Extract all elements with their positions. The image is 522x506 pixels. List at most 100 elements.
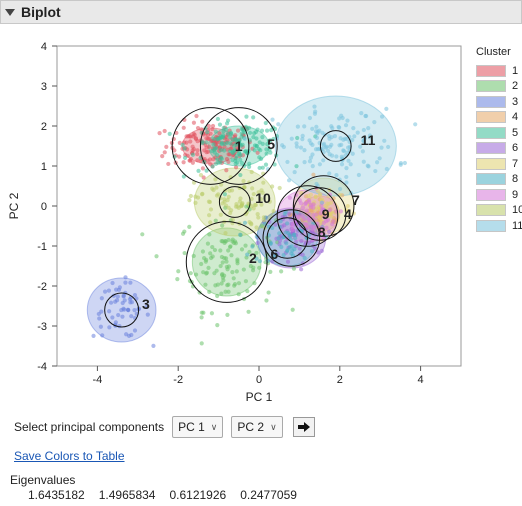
- pc-x-select[interactable]: PC 1 ∨: [172, 416, 224, 438]
- data-point: [186, 134, 191, 139]
- data-point: [232, 239, 238, 244]
- x-tick-label: 0: [256, 374, 262, 386]
- pc-y-select[interactable]: PC 2 ∨: [231, 416, 283, 438]
- data-point: [247, 130, 253, 135]
- data-point: [306, 240, 312, 245]
- data-point: [214, 185, 219, 190]
- data-point: [310, 152, 315, 157]
- data-point: [226, 289, 231, 294]
- data-point: [257, 265, 262, 270]
- data-point: [321, 141, 327, 146]
- data-point: [242, 185, 247, 190]
- data-point: [309, 249, 315, 254]
- data-point: [279, 269, 284, 274]
- eigenvalue-3: 0.6121926: [169, 488, 227, 502]
- eigenvalues-title: Eigenvalues: [10, 473, 76, 487]
- data-point: [182, 250, 187, 256]
- data-point: [222, 148, 227, 153]
- disclosure-triangle-icon[interactable]: [5, 8, 15, 16]
- data-point: [350, 137, 355, 143]
- data-point: [339, 142, 344, 147]
- data-point: [322, 210, 327, 215]
- data-point: [286, 178, 292, 183]
- legend-label: 6: [512, 142, 519, 155]
- data-point: [222, 256, 227, 261]
- biplot-header[interactable]: Biplot: [0, 0, 522, 24]
- x-tick-label: 2: [337, 374, 343, 386]
- legend-item-9[interactable]: 9: [476, 187, 522, 203]
- legend-item-6[interactable]: 6: [476, 141, 522, 157]
- data-point: [204, 140, 209, 145]
- data-point: [308, 192, 314, 197]
- data-point: [250, 244, 255, 249]
- data-point: [151, 343, 156, 348]
- data-point: [285, 221, 290, 226]
- data-point: [235, 257, 240, 262]
- data-point: [302, 147, 307, 153]
- data-point: [294, 144, 299, 149]
- data-point: [181, 174, 186, 179]
- data-point: [318, 211, 323, 216]
- data-point: [341, 148, 346, 153]
- data-point: [291, 266, 297, 271]
- data-point: [201, 310, 206, 315]
- data-point: [132, 307, 137, 313]
- legend-item-10[interactable]: 10: [476, 203, 522, 219]
- data-point: [276, 122, 281, 127]
- data-point: [188, 193, 194, 199]
- data-point: [91, 333, 96, 338]
- legend-swatch: [476, 126, 506, 139]
- data-point: [259, 128, 265, 133]
- data-point: [218, 160, 223, 165]
- data-point: [292, 169, 297, 175]
- data-point: [214, 268, 219, 273]
- data-point: [129, 300, 135, 305]
- data-point: [226, 248, 231, 253]
- data-point: [228, 141, 233, 146]
- legend-item-11[interactable]: 11: [476, 218, 522, 234]
- data-point: [128, 280, 133, 285]
- legend-item-3[interactable]: 3: [476, 94, 522, 110]
- legend-item-2[interactable]: 2: [476, 79, 522, 95]
- legend-item-1[interactable]: 1: [476, 63, 522, 79]
- data-point: [208, 220, 213, 225]
- data-point: [181, 125, 186, 130]
- data-point: [360, 149, 365, 154]
- data-point: [221, 129, 226, 134]
- data-point: [375, 160, 380, 165]
- legend-swatch: [476, 142, 506, 155]
- data-point: [157, 131, 162, 136]
- data-point: [268, 138, 273, 143]
- data-point: [252, 131, 257, 136]
- legend-item-5[interactable]: 5: [476, 125, 522, 141]
- data-point: [338, 209, 343, 214]
- cluster-label-6: 6: [270, 246, 278, 262]
- x-tick-label: -4: [93, 374, 103, 386]
- data-point: [181, 160, 186, 165]
- data-point: [330, 126, 335, 131]
- data-point: [344, 180, 349, 185]
- data-point: [235, 128, 241, 133]
- legend-item-7[interactable]: 7: [476, 156, 522, 172]
- data-point: [182, 229, 187, 234]
- data-point: [319, 230, 324, 235]
- data-point: [200, 249, 206, 254]
- data-point: [298, 201, 304, 206]
- data-point: [193, 194, 198, 199]
- legend-item-8[interactable]: 8: [476, 172, 522, 188]
- data-point: [221, 125, 226, 130]
- legend-item-4[interactable]: 4: [476, 110, 522, 126]
- data-point: [310, 126, 315, 131]
- data-point: [119, 307, 124, 313]
- data-point: [204, 270, 210, 275]
- data-point: [255, 240, 260, 246]
- data-point: [236, 150, 242, 155]
- data-point: [303, 201, 308, 207]
- cluster-legend: Cluster 1 2 3 4 5 6 7 8 9 10 11: [476, 46, 522, 234]
- cluster-circle-7: [292, 175, 355, 237]
- data-point: [216, 136, 221, 141]
- go-button[interactable]: [292, 417, 315, 437]
- save-colors-link[interactable]: Save Colors to Table: [14, 449, 125, 463]
- data-point: [327, 229, 332, 234]
- data-point: [199, 315, 204, 320]
